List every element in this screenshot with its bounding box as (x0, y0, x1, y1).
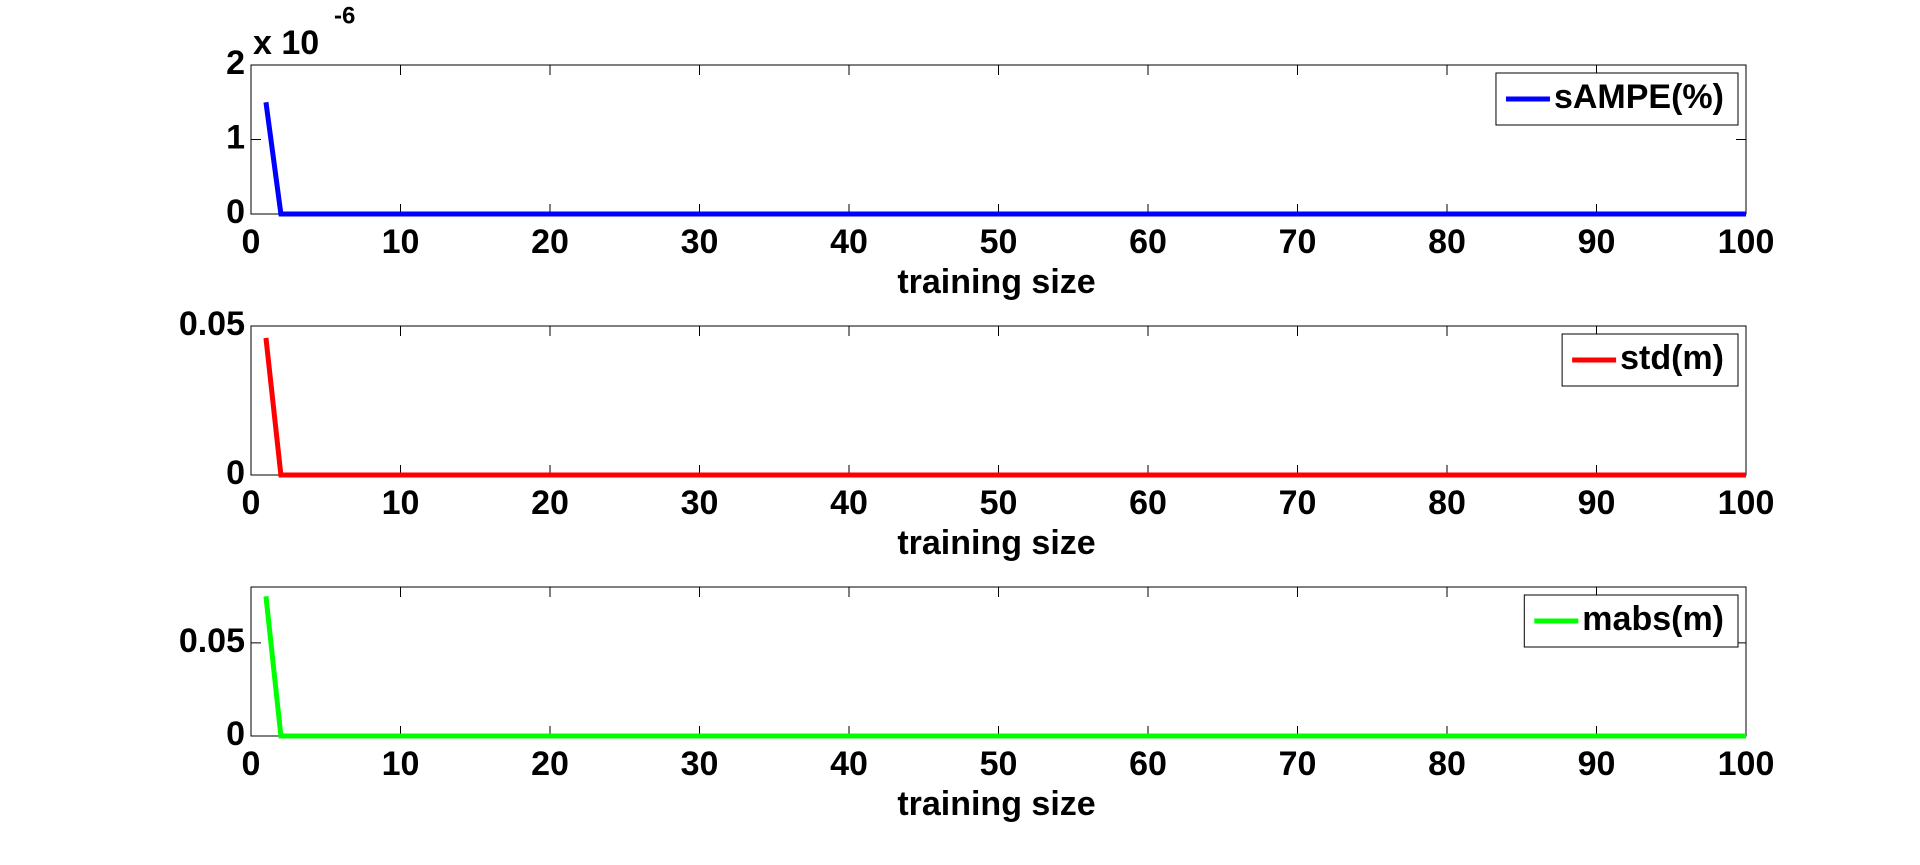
x-tick-label: 40 (830, 223, 868, 261)
data-line (263, 596, 1746, 739)
axis-multiplier-exponent: -6 (334, 2, 355, 29)
x-tick-label: 30 (681, 223, 719, 261)
legend: std(m) (1561, 333, 1739, 387)
x-tick-label: 10 (382, 223, 420, 261)
x-tick-label: 0 (242, 223, 261, 261)
subplot: 0 10 20 30 40 50 60 70 80 90 100 0 0.05 training size… (179, 586, 1775, 823)
x-tick-label: 30 (681, 745, 719, 783)
x-tick-label: 50 (980, 484, 1018, 522)
subplot: 0 10 20 30 40 50 60 70 80 90 100 0 1 2 training size x … (226, 2, 1774, 301)
x-tick-label: 80 (1428, 745, 1466, 783)
x-tick-label: 100 (1718, 484, 1775, 522)
x-tick-label: 20 (531, 745, 569, 783)
x-tick-label: 70 (1279, 484, 1317, 522)
y-tick-label: 0 (226, 715, 245, 753)
legend: sAMPE(%) (1495, 72, 1739, 126)
y-tick-label: 0.05 (179, 305, 245, 343)
y-tick-label: 0 (226, 454, 245, 492)
x-tick-label: 40 (830, 745, 868, 783)
x-tick-label: 70 (1279, 223, 1317, 261)
legend-label: mabs(m) (1582, 600, 1724, 638)
x-tick-label: 60 (1129, 745, 1167, 783)
x-tick-label: 50 (980, 745, 1018, 783)
x-tick-label: 20 (531, 223, 569, 261)
y-tick-label: 0 (226, 193, 245, 231)
axis-multiplier: x 10 (253, 24, 319, 62)
x-tick-label: 100 (1718, 745, 1775, 783)
data-line (263, 101, 1746, 217)
y-tick-label: 0.05 (179, 622, 245, 660)
x-tick-label: 90 (1578, 484, 1616, 522)
x-tick-label: 40 (830, 484, 868, 522)
x-tick-label: 50 (980, 223, 1018, 261)
x-tick-label: 100 (1718, 223, 1775, 261)
legend-label: sAMPE(%) (1554, 78, 1724, 116)
x-axis-label: training size (897, 785, 1095, 823)
x-axis-label: training size (897, 263, 1095, 301)
x-tick-label: 70 (1279, 745, 1317, 783)
subplot: 0 10 20 30 40 50 60 70 80 90 100 0 0.05 training size… (179, 305, 1775, 562)
x-tick-label: 80 (1428, 223, 1466, 261)
x-tick-label: 0 (242, 745, 261, 783)
plot-area (250, 325, 1747, 476)
plot-area (250, 586, 1747, 737)
y-tick-label: 1 (226, 118, 245, 156)
x-tick-label: 30 (681, 484, 719, 522)
x-tick-label: 10 (382, 484, 420, 522)
legend-label: std(m) (1620, 339, 1724, 377)
x-tick-label: 60 (1129, 484, 1167, 522)
x-tick-label: 20 (531, 484, 569, 522)
x-tick-label: 10 (382, 745, 420, 783)
x-tick-label: 60 (1129, 223, 1167, 261)
x-tick-label: 90 (1578, 745, 1616, 783)
x-tick-label: 90 (1578, 223, 1616, 261)
x-axis-label: training size (897, 524, 1095, 562)
y-tick-label: 2 (226, 44, 245, 82)
x-tick-label: 0 (242, 484, 261, 522)
x-tick-label: 80 (1428, 484, 1466, 522)
legend: mabs(m) (1523, 594, 1739, 648)
data-line (263, 337, 1746, 478)
